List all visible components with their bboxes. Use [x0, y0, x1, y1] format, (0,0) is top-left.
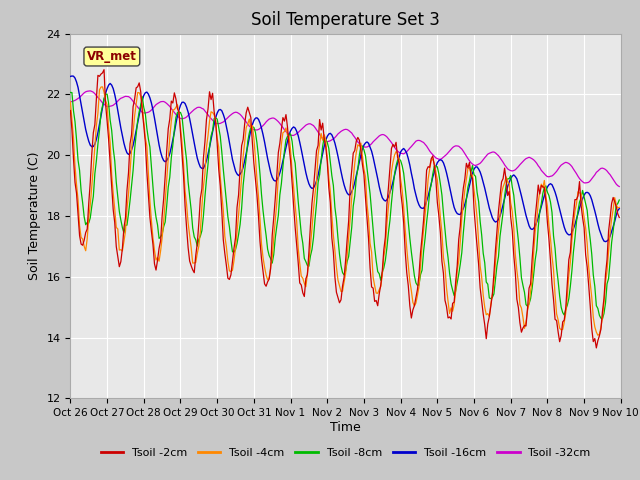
Title: Soil Temperature Set 3: Soil Temperature Set 3 [251, 11, 440, 29]
Y-axis label: Soil Temperature (C): Soil Temperature (C) [28, 152, 41, 280]
Text: VR_met: VR_met [87, 50, 137, 63]
Legend: Tsoil -2cm, Tsoil -4cm, Tsoil -8cm, Tsoil -16cm, Tsoil -32cm: Tsoil -2cm, Tsoil -4cm, Tsoil -8cm, Tsoi… [96, 443, 595, 462]
X-axis label: Time: Time [330, 421, 361, 434]
